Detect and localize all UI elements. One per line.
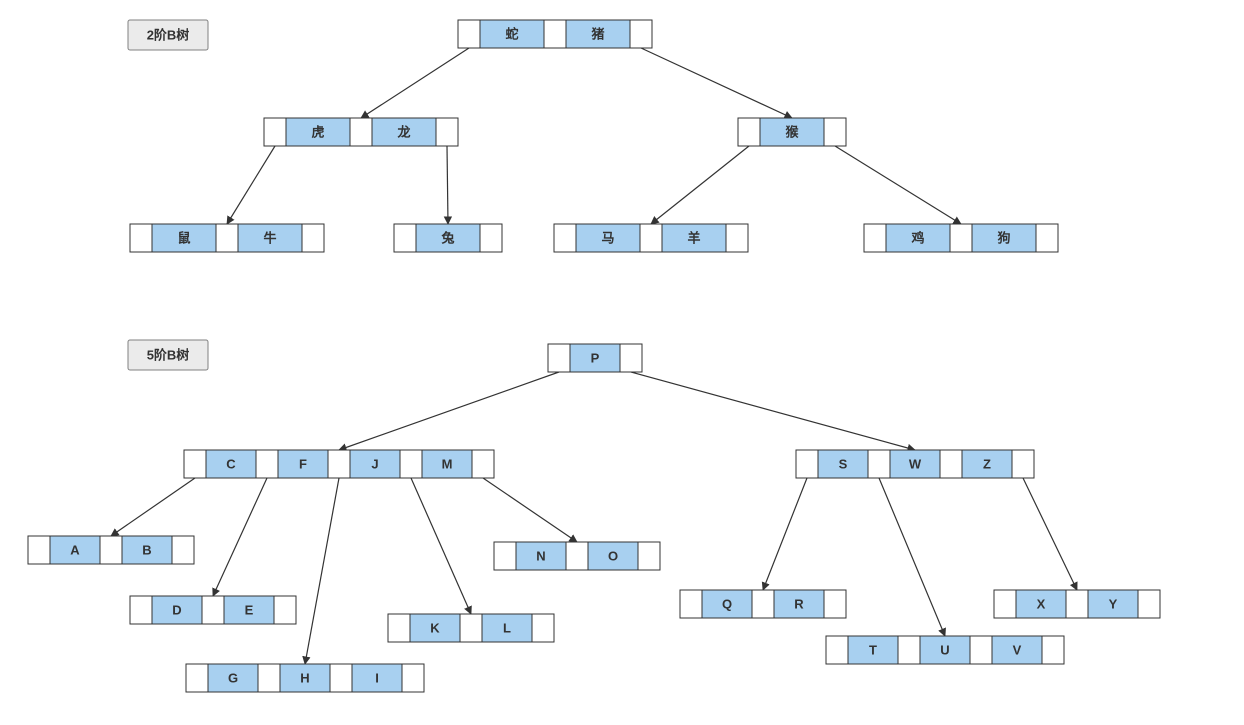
key-label: 牛 — [263, 231, 276, 246]
btree-node: NO — [494, 542, 660, 570]
edge — [1023, 478, 1077, 590]
edge — [447, 146, 448, 224]
key-label: 猴 — [785, 125, 799, 140]
key-label: K — [430, 621, 440, 636]
key-label: D — [172, 603, 181, 618]
edge — [483, 478, 577, 542]
key-label: M — [442, 457, 453, 472]
key-label: I — [375, 671, 379, 686]
edge — [227, 146, 275, 224]
edge — [631, 372, 915, 450]
btree-node: 兔 — [394, 224, 502, 252]
edge — [835, 146, 961, 224]
key-label: U — [940, 643, 949, 658]
edge — [411, 478, 471, 614]
btree-node: KL — [388, 614, 554, 642]
edge — [763, 478, 807, 590]
edge — [111, 478, 195, 536]
key-label: N — [536, 549, 545, 564]
btree-node: AB — [28, 536, 194, 564]
key-label: P — [591, 351, 600, 366]
nodes-tree-2: 蛇猪虎龙猴鼠牛兔马羊鸡狗 — [130, 20, 1058, 252]
key-label: O — [608, 549, 618, 564]
key-label: Q — [722, 597, 732, 612]
edge — [879, 478, 945, 636]
btree-node: 虎龙 — [264, 118, 458, 146]
btree-node: QR — [680, 590, 846, 618]
btree-diagram: 2阶B树5阶B树蛇猪虎龙猴鼠牛兔马羊鸡狗PCFJMSWZABDEGHIKLNOQ… — [0, 0, 1244, 725]
edge — [361, 48, 469, 118]
edge — [641, 48, 792, 118]
key-label: 虎 — [311, 125, 324, 140]
key-label: T — [869, 643, 877, 658]
key-label: R — [794, 597, 804, 612]
key-label: W — [909, 457, 922, 472]
btree-node: DE — [130, 596, 296, 624]
key-label: 羊 — [687, 231, 700, 246]
btree-node: CFJM — [184, 450, 494, 478]
btree-node: T U V — [826, 636, 1064, 664]
key-label: L — [503, 621, 511, 636]
key-label: X — [1037, 597, 1046, 612]
nodes-tree-5: PCFJMSWZABDEGHIKLNOQRTUVXY — [28, 344, 1160, 692]
btree-node: P — [548, 344, 642, 372]
key-label: G — [228, 671, 238, 686]
key-label: Y — [1109, 597, 1118, 612]
btree-node: 马羊 — [554, 224, 748, 252]
key-label: J — [371, 457, 378, 472]
key-label: 猪 — [590, 27, 604, 42]
key-label: 鼠 — [177, 231, 190, 246]
key-label: 兔 — [440, 231, 454, 246]
key-label: E — [245, 603, 254, 618]
key-label: B — [142, 543, 151, 558]
key-label: 鸡 — [910, 231, 924, 246]
key-label: V — [1013, 643, 1022, 658]
btree-node: G H I — [186, 664, 424, 692]
key-label: Z — [983, 457, 991, 472]
key-label: S — [839, 457, 848, 472]
title-label: 2阶B树 — [147, 28, 190, 43]
key-label: C — [226, 457, 236, 472]
btree-node: 猴 — [738, 118, 846, 146]
key-label: H — [300, 671, 309, 686]
btree-node: 蛇猪 — [458, 20, 652, 48]
btree-node: 鼠牛 — [130, 224, 324, 252]
edge — [339, 372, 559, 450]
key-label: A — [70, 543, 80, 558]
key-label: F — [299, 457, 307, 472]
edge — [305, 478, 339, 664]
btree-node: SWZ — [796, 450, 1034, 478]
key-label: 狗 — [997, 231, 1010, 246]
btree-node: XY — [994, 590, 1160, 618]
edge — [651, 146, 749, 224]
key-label: 龙 — [397, 125, 410, 140]
key-label: 马 — [601, 231, 614, 246]
key-label: 蛇 — [505, 27, 518, 42]
title-label: 5阶B树 — [147, 348, 190, 363]
btree-node: 鸡狗 — [864, 224, 1058, 252]
edge — [213, 478, 267, 596]
